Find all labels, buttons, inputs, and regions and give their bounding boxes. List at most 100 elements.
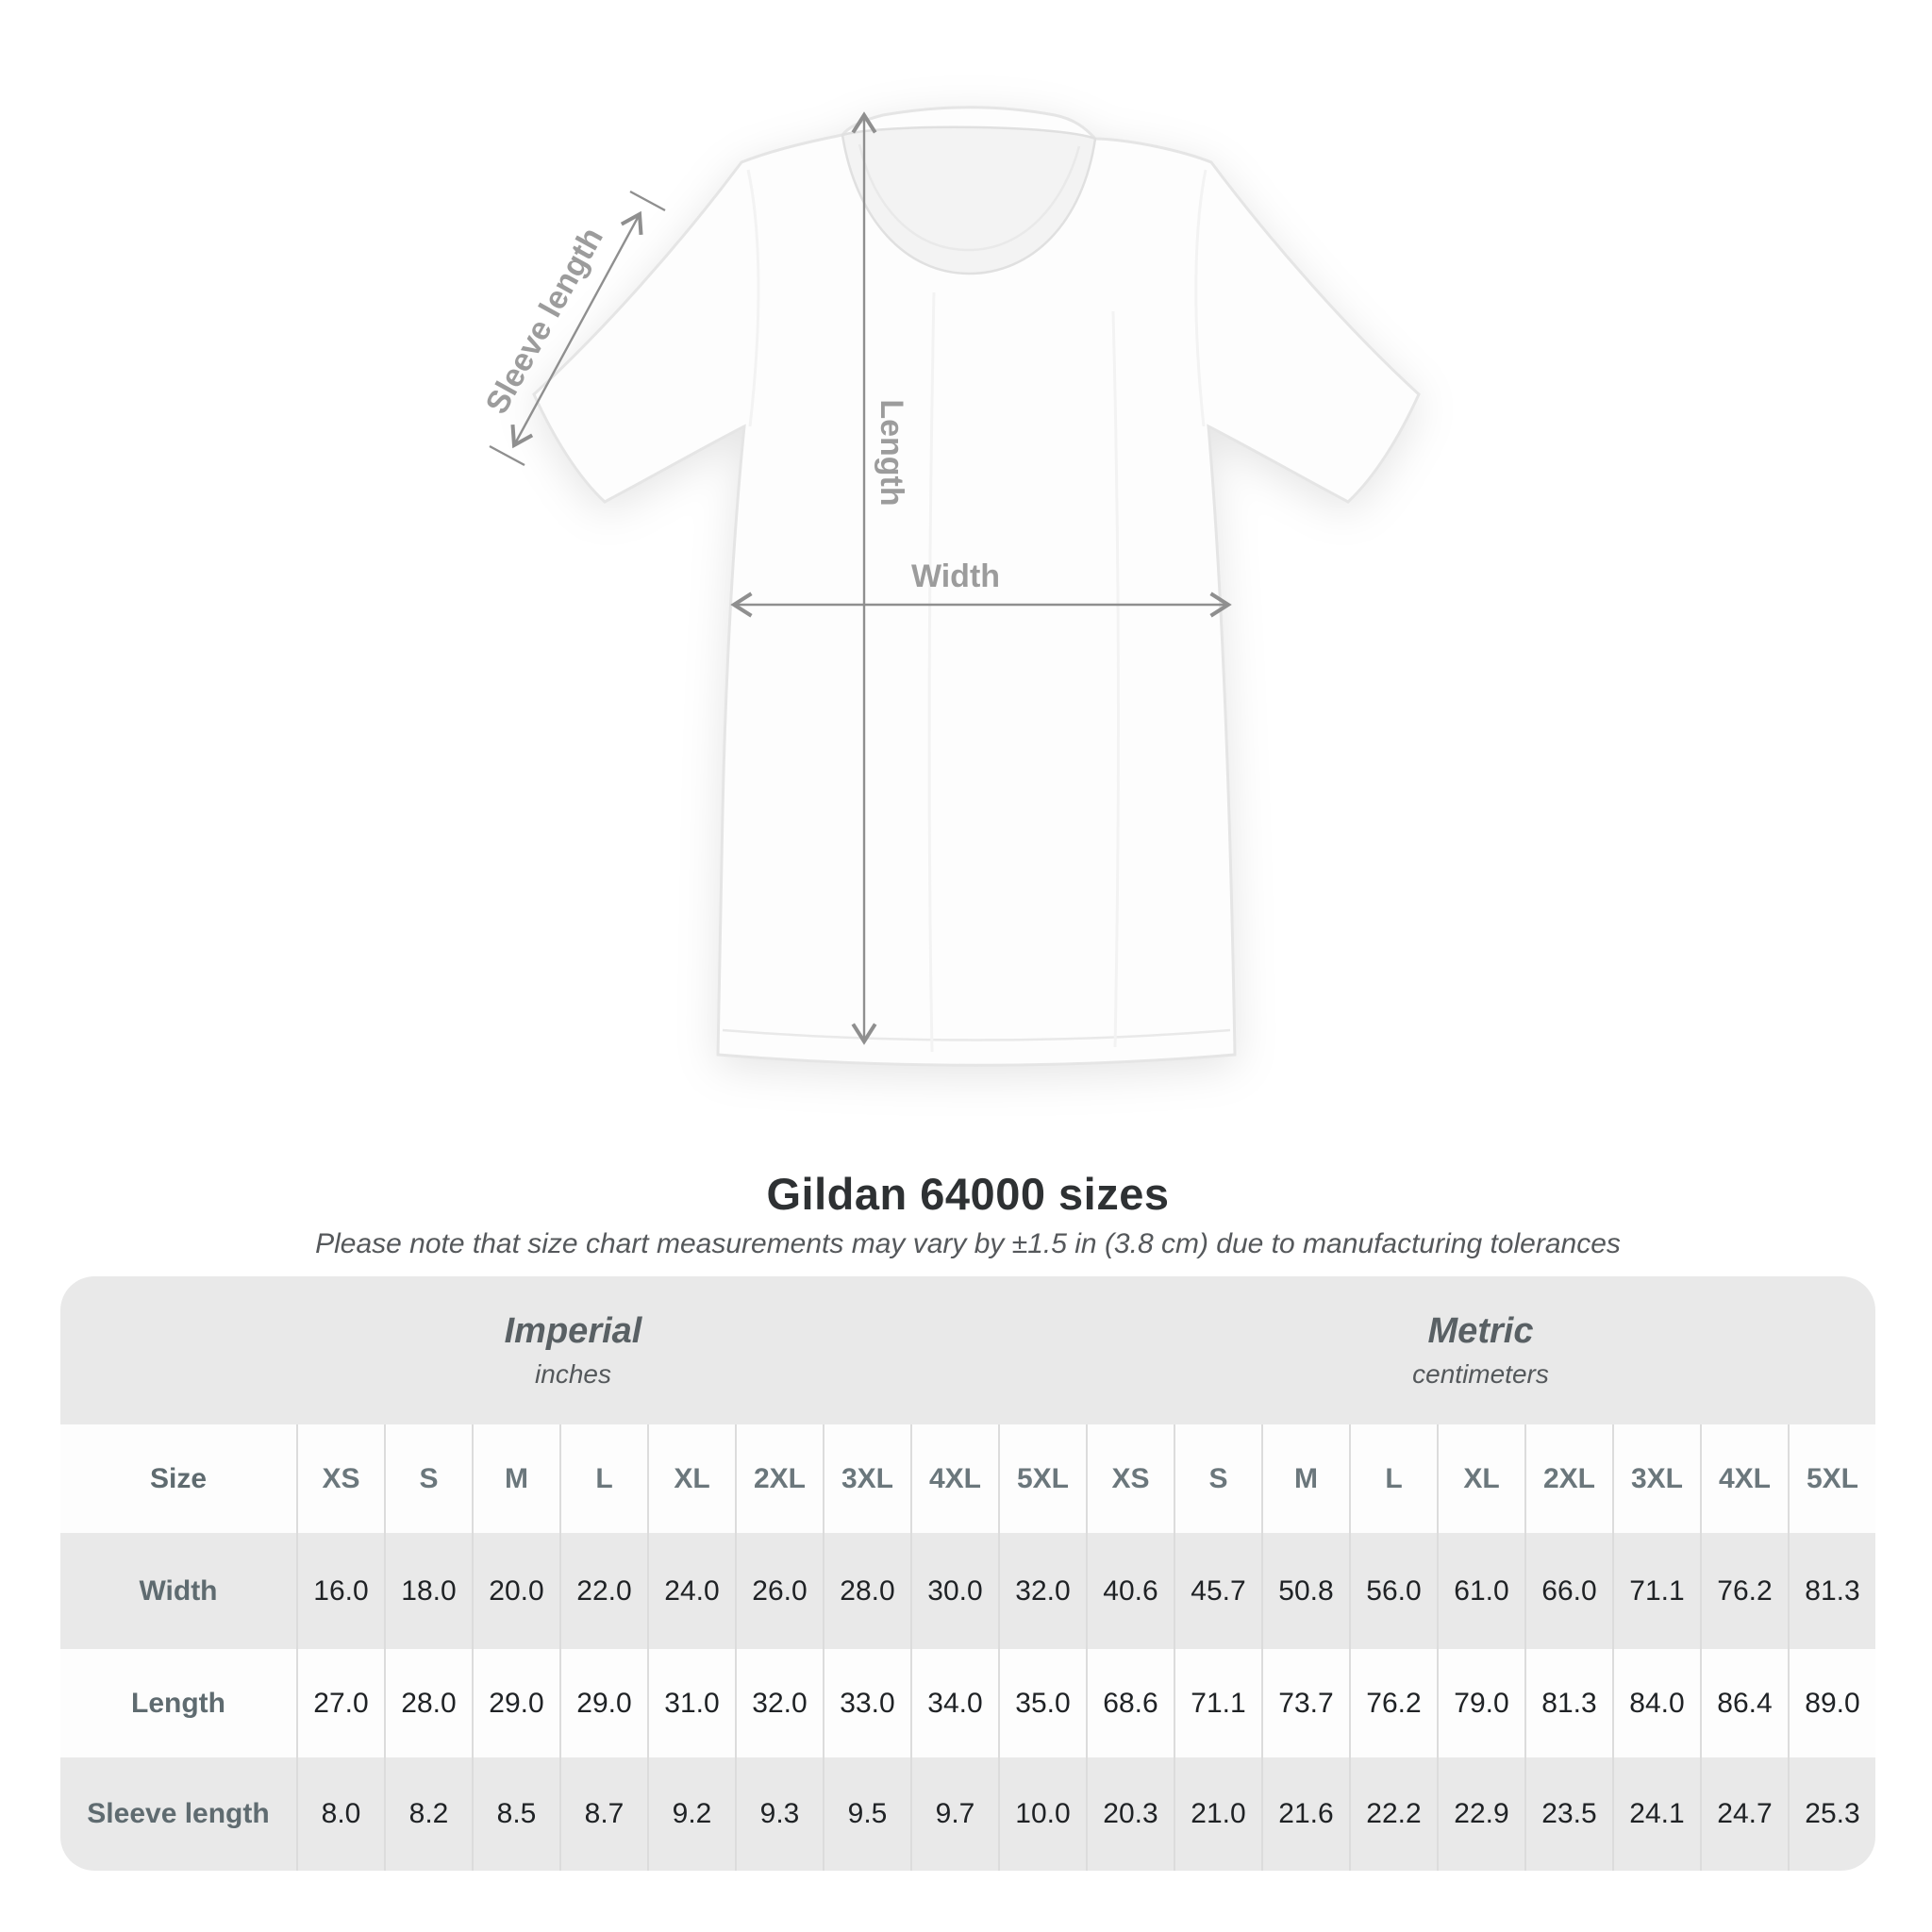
body-fold-2	[1111, 310, 1120, 1048]
value-cell: 76.2	[1349, 1649, 1437, 1757]
value-cell: 8.0	[296, 1757, 384, 1871]
size-header-cell: S	[1174, 1424, 1261, 1533]
value-cell: 9.7	[910, 1757, 998, 1871]
value-cell: 86.4	[1700, 1649, 1788, 1757]
value-cell: 28.0	[823, 1533, 910, 1649]
sleeve-arrow	[510, 210, 643, 449]
value-cell: 23.5	[1524, 1757, 1612, 1871]
value-cell: 16.0	[296, 1533, 384, 1649]
value-cell: 71.1	[1612, 1533, 1700, 1649]
value-cell: 29.0	[559, 1649, 647, 1757]
value-cell: 45.7	[1174, 1533, 1261, 1649]
size-header-cell: 4XL	[1700, 1424, 1788, 1533]
value-cell: 20.3	[1086, 1757, 1174, 1871]
value-cell: 18.0	[384, 1533, 472, 1649]
value-cell: 61.0	[1437, 1533, 1524, 1649]
value-cell: 81.3	[1788, 1533, 1875, 1649]
value-cell: 9.3	[735, 1757, 823, 1871]
value-cell: 20.0	[472, 1533, 559, 1649]
value-cell: 40.6	[1086, 1533, 1174, 1649]
hem-stitch	[722, 1028, 1231, 1041]
size-header-cell: L	[559, 1424, 647, 1533]
value-cell: 89.0	[1788, 1649, 1875, 1757]
size-header-cell: 5XL	[1788, 1424, 1875, 1533]
value-cell: 34.0	[910, 1649, 998, 1757]
row-label-sleeve-length: Sleeve length	[87, 1798, 270, 1829]
length-label: Length	[874, 399, 909, 506]
sleeve-seam-left	[746, 169, 760, 427]
value-cell: 30.0	[910, 1533, 998, 1649]
value-cell: 10.0	[998, 1757, 1086, 1871]
value-cell: 56.0	[1349, 1533, 1437, 1649]
collar-stitch	[858, 143, 1081, 252]
imperial-unit: inches	[535, 1359, 611, 1389]
sleeve-tick-top	[629, 190, 666, 212]
value-cell: 31.0	[647, 1649, 735, 1757]
value-cell: 26.0	[735, 1533, 823, 1649]
value-cell: 22.0	[559, 1533, 647, 1649]
collar	[841, 125, 1097, 275]
size-header-cell: 3XL	[1612, 1424, 1700, 1533]
value-cell: 73.7	[1261, 1649, 1349, 1757]
size-table: Imperial inches Metric centimeters Size …	[60, 1276, 1875, 1871]
value-cell: 21.0	[1174, 1757, 1261, 1871]
size-header-cell: M	[1261, 1424, 1349, 1533]
size-header-cell: XS	[1086, 1424, 1174, 1533]
value-cell: 79.0	[1437, 1649, 1524, 1757]
value-cell: 50.8	[1261, 1533, 1349, 1649]
value-cell: 22.2	[1349, 1757, 1437, 1871]
size-header-cell: XS	[296, 1424, 384, 1533]
value-cell: 84.0	[1612, 1649, 1700, 1757]
metric-title: Metric	[1427, 1311, 1534, 1351]
size-header-cell: XL	[1437, 1424, 1524, 1533]
body-fold	[927, 291, 936, 1053]
size-header-cell: 2XL	[1524, 1424, 1612, 1533]
value-cell: 32.0	[998, 1533, 1086, 1649]
sleeve-tick-bottom	[489, 444, 525, 467]
value-cell: 76.2	[1700, 1533, 1788, 1649]
metric-unit: centimeters	[1412, 1359, 1549, 1389]
metric-band: Metric centimeters	[1086, 1276, 1875, 1424]
value-cell: 9.5	[823, 1757, 910, 1871]
value-cell: 9.2	[647, 1757, 735, 1871]
tolerance-note: Please note that size chart measurements…	[315, 1228, 1621, 1259]
row-label-length: Length	[60, 1649, 296, 1757]
value-cell: 33.0	[823, 1649, 910, 1757]
value-cell: 27.0	[296, 1649, 384, 1757]
sleeve-seam-right	[1194, 169, 1208, 427]
row-label-width: Width	[139, 1574, 218, 1607]
size-header-cell: S	[384, 1424, 472, 1533]
value-cell: 29.0	[472, 1649, 559, 1757]
value-cell: 24.0	[647, 1533, 735, 1649]
size-header-cell: 5XL	[998, 1424, 1086, 1533]
size-column-header: Size	[60, 1424, 296, 1533]
value-cell: 25.3	[1788, 1757, 1875, 1871]
value-cell: 32.0	[735, 1649, 823, 1757]
value-cell: 28.0	[384, 1649, 472, 1757]
width-label: Width	[911, 558, 1000, 594]
value-cell: 66.0	[1524, 1533, 1612, 1649]
value-cell: 22.9	[1437, 1757, 1524, 1871]
value-cell: 8.7	[559, 1757, 647, 1871]
value-cell: 24.7	[1700, 1757, 1788, 1871]
size-header-cell: L	[1349, 1424, 1437, 1533]
value-cell: 35.0	[998, 1649, 1086, 1757]
value-cell: 8.2	[384, 1757, 472, 1871]
imperial-title: Imperial	[504, 1311, 642, 1351]
value-cell: 24.1	[1612, 1757, 1700, 1871]
size-header-cell: 2XL	[735, 1424, 823, 1533]
value-cell: 81.3	[1524, 1649, 1612, 1757]
value-cell: 8.5	[472, 1757, 559, 1871]
size-header-cell: M	[472, 1424, 559, 1533]
tshirt-illustration	[532, 106, 1421, 1067]
value-cell: 21.6	[1261, 1757, 1349, 1871]
value-cell: 71.1	[1174, 1649, 1261, 1757]
tshirt-diagram: Length Width Sleeve length	[478, 106, 1421, 1067]
size-header-cell: XL	[647, 1424, 735, 1533]
value-cell: 68.6	[1086, 1649, 1174, 1757]
page-title: Gildan 64000 sizes	[766, 1169, 1170, 1219]
size-header-cell: 3XL	[823, 1424, 910, 1533]
size-header-cell: 4XL	[910, 1424, 998, 1533]
imperial-band: Imperial inches	[60, 1276, 1086, 1424]
